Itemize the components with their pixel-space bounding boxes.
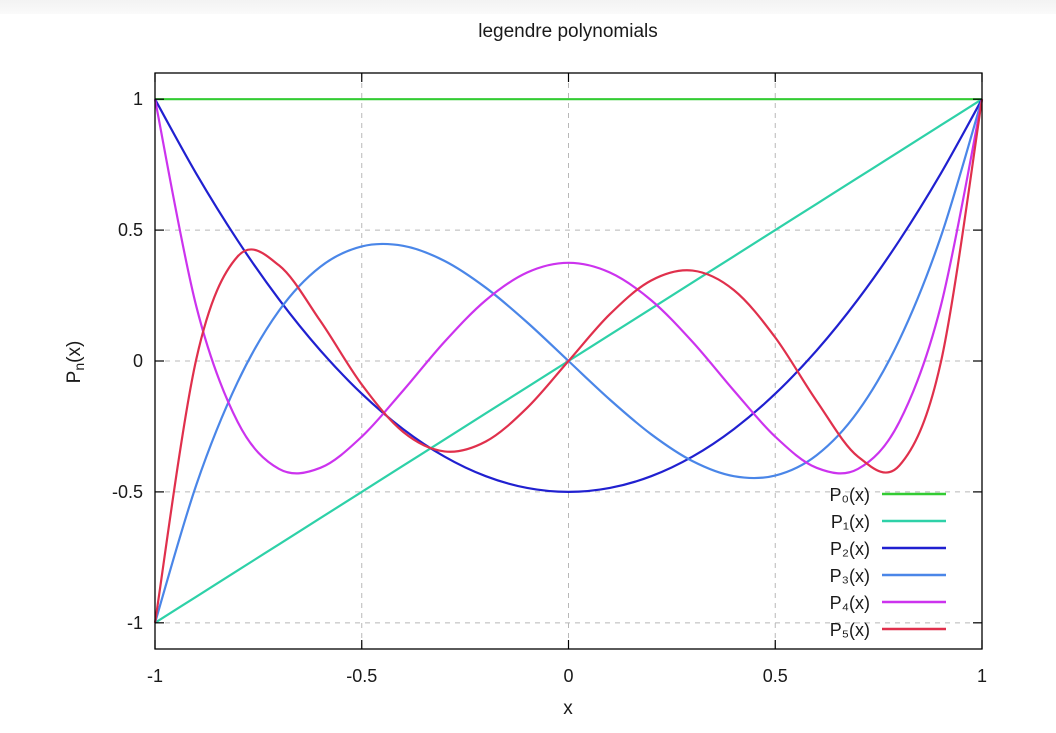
legend-label-p5: P₅(x) [830, 620, 870, 640]
window-top-strip [0, 0, 1056, 14]
y-tick-label: 0 [133, 351, 143, 371]
series-line-p4 [153, 98, 984, 475]
legend-label-p2: P₂(x) [830, 539, 870, 559]
x-tick-label: 0 [563, 666, 573, 686]
x-tick-label: -1 [147, 666, 163, 686]
y-tick-label: 1 [133, 89, 143, 109]
legend-label-p4: P₄(x) [830, 593, 870, 613]
y-tick-label: 0.5 [118, 220, 143, 240]
legend-label-p0: P₀(x) [830, 485, 870, 505]
y-axis-label: Pn(x) [64, 341, 87, 384]
series-line-p5 [153, 99, 984, 623]
series-line-p2 [154, 98, 983, 494]
chart-title: legendre polynomials [478, 21, 658, 42]
ticks: -1 -0.5 0 0.5 1 1 0.5 0 -0.5 -1 [112, 73, 987, 686]
y-tick-label: -0.5 [112, 482, 143, 502]
legend-label-p1: P₁(x) [831, 512, 870, 532]
x-tick-label: 0.5 [763, 666, 788, 686]
x-tick-label: -0.5 [346, 666, 377, 686]
series-group [153, 98, 984, 624]
x-tick-label: 1 [977, 666, 987, 686]
legend-label-p3: P₃(x) [830, 566, 870, 586]
legend: P₀(x) P₁(x) P₂(x) P₃(x) P₄(x) P₅(x) [830, 485, 946, 640]
y-tick-label: -1 [127, 613, 143, 633]
x-axis-label: x [563, 698, 573, 719]
